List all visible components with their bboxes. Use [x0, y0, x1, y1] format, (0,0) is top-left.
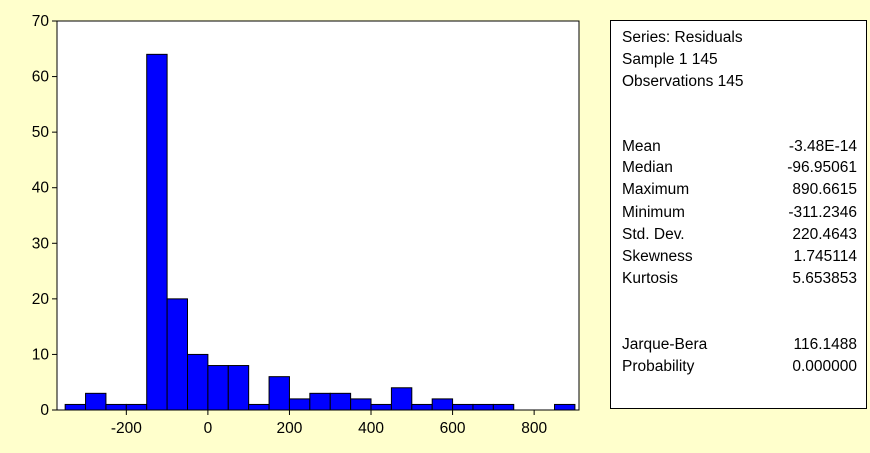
stat-label: Maximum	[622, 181, 690, 198]
histogram-bar-11	[288, 398, 311, 411]
stat-value: -3.48E-14	[788, 138, 857, 155]
y-tick-label: 40	[32, 180, 50, 197]
plot-area	[57, 21, 579, 410]
histogram-bar-17	[411, 403, 433, 411]
x-tick-label: 400	[358, 420, 384, 437]
histogram-bar-9	[248, 403, 270, 411]
histogram-bar-6	[187, 353, 209, 411]
stat-value: -311.2346	[788, 204, 857, 221]
stat-row-kurtosis: Kurtosis 5.653853	[622, 270, 857, 290]
plot-frame	[56, 20, 580, 411]
histogram-bar-21	[492, 403, 515, 411]
stat-value: 1.745114	[793, 248, 858, 265]
histogram-bar-18	[431, 398, 454, 411]
histogram-bar-1	[85, 392, 107, 411]
stat-value: 220.4643	[792, 226, 857, 243]
series-name: Series: Residuals	[622, 29, 743, 46]
histogram-bar-5	[166, 298, 188, 411]
stat-label: Skewness	[622, 248, 693, 265]
stat-label: Mean	[622, 138, 661, 155]
stat-label: Probability	[622, 358, 695, 375]
stat-row-maximum: Maximum 890.6615	[622, 181, 857, 201]
histogram-bar-16	[390, 387, 413, 411]
histogram-bar-10	[268, 376, 290, 411]
histogram-bar-4	[146, 53, 168, 411]
histogram-bar-20	[472, 403, 494, 411]
stat-label: Median	[622, 159, 673, 176]
y-tick-label: 30	[32, 235, 50, 252]
stat-row-mean: Mean -3.48E-14	[622, 138, 857, 158]
y-tick-label: 60	[32, 69, 50, 86]
y-tick-label: 10	[32, 346, 50, 363]
stat-row-median: Median -96.95061	[622, 159, 857, 179]
statistics-panel: Series: Residuals Sample 1 145 Observati…	[610, 20, 867, 409]
x-axis: -200 0 200 400 600 800	[111, 410, 547, 437]
stat-value: 890.6615	[792, 181, 857, 198]
histogram-bar-15	[370, 403, 392, 411]
stat-row-jarque-bera: Jarque-Bera 116.1488	[622, 336, 857, 356]
sample-range: Sample 1 145	[622, 51, 718, 68]
stat-label: Jarque-Bera	[622, 336, 708, 353]
stat-row-skewness: Skewness 1.745114	[622, 248, 857, 268]
y-tick-label: 50	[32, 124, 50, 141]
x-tick-label: 800	[521, 420, 547, 437]
stat-value: -96.95061	[787, 159, 857, 176]
stat-label: Kurtosis	[622, 270, 678, 287]
y-tick-label: 0	[40, 402, 49, 419]
stat-label: Minimum	[622, 204, 685, 221]
x-tick-label: 200	[277, 420, 303, 437]
stat-row-std-dev: Std. Dev. 220.4643	[622, 226, 857, 246]
histogram-bar-19	[452, 403, 474, 411]
histogram-bar-12	[309, 392, 331, 411]
histogram-bar-0	[64, 403, 87, 411]
stat-value: 5.653853	[792, 270, 857, 287]
histogram-bar-22	[554, 403, 576, 411]
stat-value: 116.1488	[793, 336, 858, 353]
y-tick-label: 70	[32, 13, 50, 30]
x-tick-label: 600	[440, 420, 466, 437]
y-tick-label: 20	[32, 291, 50, 308]
y-axis: 0 10 20 30 40 50 60 70	[32, 13, 57, 419]
stat-value: 0.000000	[792, 358, 857, 375]
stat-row-probability: Probability 0.000000	[622, 358, 857, 378]
x-tick-label: -200	[111, 420, 142, 437]
histogram-bar-2	[105, 403, 127, 411]
observations-count: Observations 145	[622, 73, 744, 90]
histogram-bar-7	[207, 365, 229, 411]
histogram-bar-8	[227, 365, 250, 411]
histogram-bar-14	[350, 398, 372, 411]
histogram-bar-13	[329, 392, 352, 411]
histogram-bar-3	[125, 403, 148, 411]
stat-label: Std. Dev.	[622, 226, 685, 243]
stat-row-minimum: Minimum -311.2346	[622, 204, 857, 224]
x-tick-label: 0	[204, 420, 213, 437]
